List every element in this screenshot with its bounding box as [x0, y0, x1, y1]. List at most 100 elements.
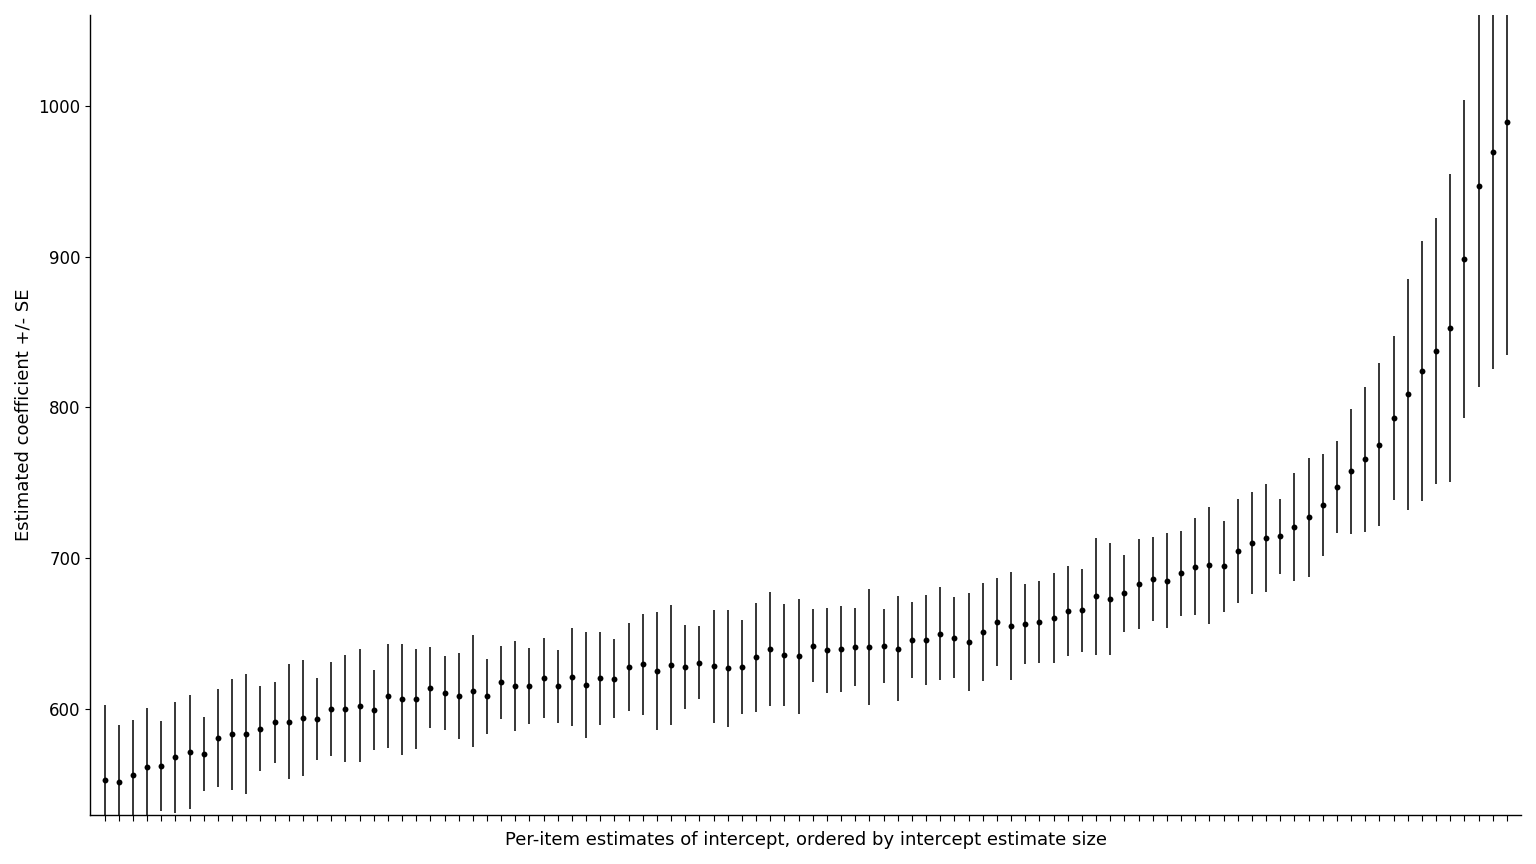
Point [687, 656, 711, 670]
Point [743, 651, 768, 664]
Point [121, 768, 146, 782]
Point [361, 703, 386, 717]
Point [1310, 498, 1335, 511]
Point [1495, 116, 1519, 130]
Point [192, 746, 217, 760]
Point [829, 643, 854, 657]
Point [504, 679, 528, 693]
Point [971, 626, 995, 639]
Point [1226, 543, 1250, 557]
Point [404, 692, 429, 706]
Point [800, 638, 825, 652]
Point [574, 678, 599, 692]
Point [1467, 180, 1491, 194]
Point [376, 689, 401, 702]
Point [347, 699, 372, 713]
Point [616, 660, 641, 674]
Point [559, 670, 584, 683]
Point [304, 712, 329, 726]
Point [206, 731, 230, 745]
Point [673, 660, 697, 674]
Point [857, 640, 882, 654]
Point [432, 686, 456, 700]
Point [545, 679, 570, 693]
Point [1296, 511, 1321, 524]
Point [885, 642, 909, 656]
Point [290, 711, 315, 725]
Point [998, 619, 1023, 633]
Point [1155, 574, 1180, 588]
Point [1395, 387, 1419, 401]
Point [163, 751, 187, 765]
Point [1481, 145, 1505, 159]
Point [1212, 559, 1236, 573]
Point [602, 671, 627, 685]
Point [928, 626, 952, 640]
Point [319, 702, 344, 716]
Point [773, 648, 797, 662]
Point [730, 660, 754, 674]
Point [716, 662, 740, 676]
Point [1353, 453, 1378, 467]
Point [1098, 592, 1123, 606]
Point [390, 692, 415, 706]
Point [1367, 437, 1392, 451]
Point [1324, 480, 1349, 494]
Point [1240, 536, 1264, 550]
Point [942, 631, 966, 645]
Point [1197, 558, 1221, 572]
Point [276, 715, 301, 728]
Point [786, 650, 811, 664]
Point [630, 658, 654, 671]
Point [1438, 321, 1462, 335]
Point [531, 670, 556, 684]
Point [461, 684, 485, 698]
Point [518, 679, 542, 693]
Point [1452, 251, 1476, 265]
Point [1424, 344, 1448, 358]
Point [1140, 572, 1164, 586]
Point [220, 727, 244, 741]
Point [1339, 464, 1364, 478]
Y-axis label: Estimated coefficient +/- SE: Estimated coefficient +/- SE [15, 289, 32, 541]
Point [588, 671, 613, 685]
Point [702, 659, 727, 673]
Point [757, 642, 782, 656]
Point [1112, 587, 1137, 600]
Point [1055, 604, 1080, 618]
Point [814, 644, 839, 658]
Point [985, 615, 1009, 629]
Point [1381, 411, 1405, 425]
Point [1084, 589, 1109, 603]
Point [1169, 567, 1193, 581]
Point [1267, 530, 1292, 543]
Point [263, 715, 287, 729]
Point [233, 727, 258, 741]
Point [475, 689, 499, 703]
Point [447, 689, 472, 703]
Point [659, 658, 684, 671]
Point [957, 635, 982, 649]
Point [418, 681, 442, 695]
Point [1041, 611, 1066, 625]
Point [645, 664, 670, 677]
X-axis label: Per-item estimates of intercept, ordered by intercept estimate size: Per-item estimates of intercept, ordered… [505, 831, 1107, 849]
Point [1253, 531, 1278, 545]
Point [1410, 365, 1435, 378]
Point [1069, 603, 1094, 617]
Point [333, 702, 358, 715]
Point [106, 775, 131, 789]
Point [1126, 577, 1150, 591]
Point [149, 759, 174, 773]
Point [1012, 618, 1037, 632]
Point [92, 773, 117, 787]
Point [914, 633, 938, 647]
Point [177, 746, 201, 759]
Point [135, 760, 160, 774]
Point [843, 640, 868, 654]
Point [488, 676, 513, 689]
Point [871, 639, 895, 653]
Point [1283, 520, 1307, 534]
Point [1028, 615, 1052, 629]
Point [900, 632, 925, 646]
